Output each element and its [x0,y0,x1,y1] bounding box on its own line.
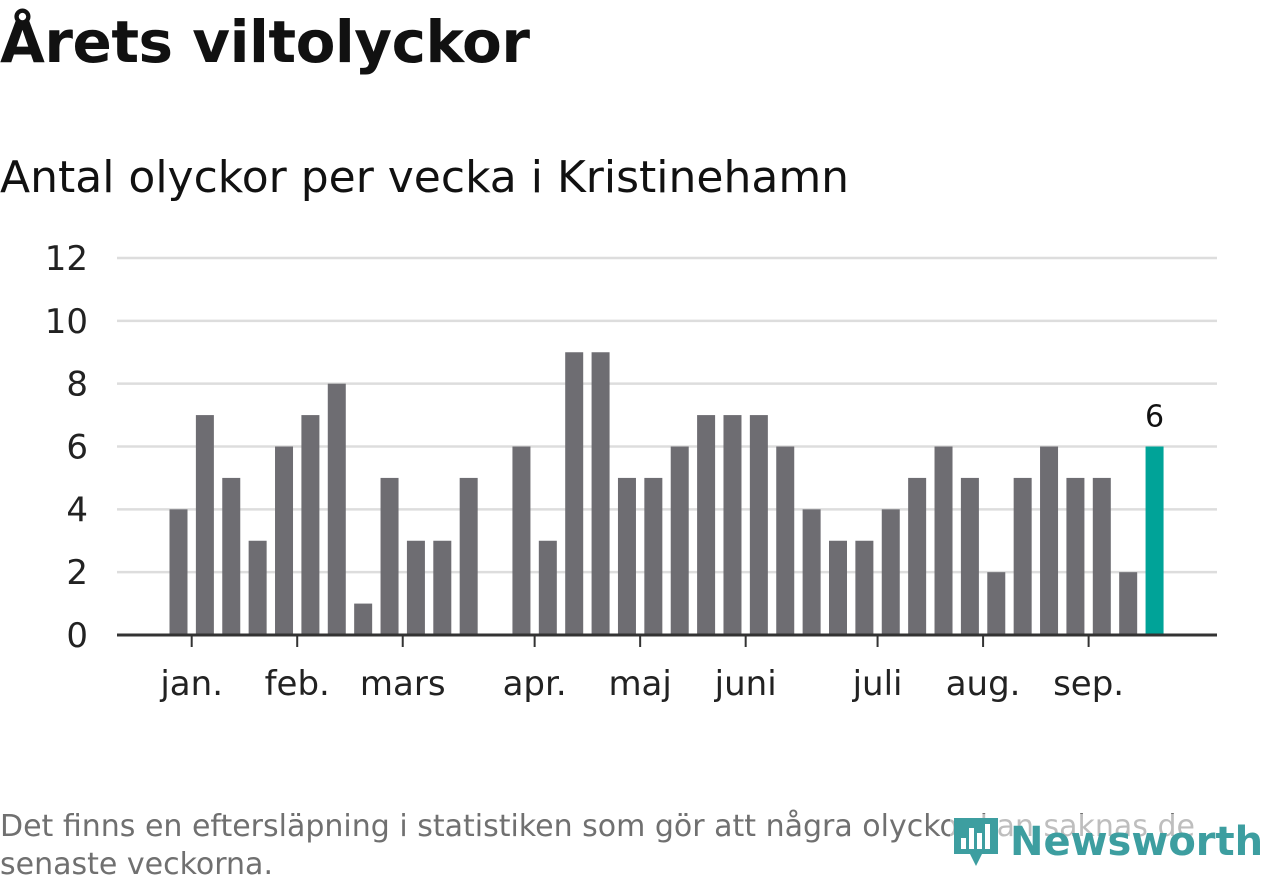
bar [1092,477,1111,635]
bar [354,603,373,635]
bar [512,446,531,635]
bar [749,415,768,635]
bar [1066,477,1085,635]
brand-name: Newsworthy [1010,819,1262,865]
x-tick-label: mars [360,664,446,704]
bar [908,477,927,635]
bar [327,383,346,635]
x-tick-label: maj [608,664,671,704]
bar [222,477,241,635]
bar [565,352,584,635]
y-tick-label: 10 [45,302,88,342]
y-tick-label: 2 [66,553,88,593]
bar [591,352,610,635]
bar [169,509,188,635]
chart-title: Årets viltolyckor [0,8,530,76]
y-tick-label: 6 [66,428,88,468]
bar-highlight [1145,446,1164,635]
bar [855,540,874,635]
bar-chart-pin-icon [954,818,998,866]
y-tick-label: 4 [66,490,88,530]
bar [829,540,847,635]
bar [195,415,214,635]
x-tick-label: sep. [1053,664,1124,704]
bar [644,477,663,635]
bar [1119,572,1138,635]
bar [275,446,294,635]
bar [1040,446,1059,635]
y-tick-label: 8 [66,365,88,405]
bar [1013,477,1032,635]
bar [987,572,1006,635]
bar [301,415,320,635]
bar [248,540,267,635]
x-tick-label: aug. [946,664,1021,704]
bar [459,477,478,635]
bar [960,477,979,635]
bar [617,477,636,635]
bar [881,509,900,635]
x-tick-label: juli [852,664,903,704]
x-tick-label: jan. [159,664,223,704]
x-tick-label: feb. [265,664,330,704]
bar [723,415,742,635]
bar [697,415,716,635]
bar [776,446,795,635]
bar [406,540,425,635]
y-tick-label: 12 [45,239,88,279]
chart-subtitle: Antal olyckor per vecka i Kristinehamn [0,152,850,203]
bar [934,446,953,635]
bar [538,540,557,635]
bar [433,540,452,635]
bar [802,509,821,635]
highlight-value-label: 6 [1145,400,1164,435]
y-tick-label: 0 [66,616,88,656]
x-tick-label: juni [714,664,777,704]
bar [380,477,399,635]
newsworthy-logo: Newsworthy [950,814,1262,870]
x-tick-label: apr. [503,664,567,704]
bar [670,446,689,635]
